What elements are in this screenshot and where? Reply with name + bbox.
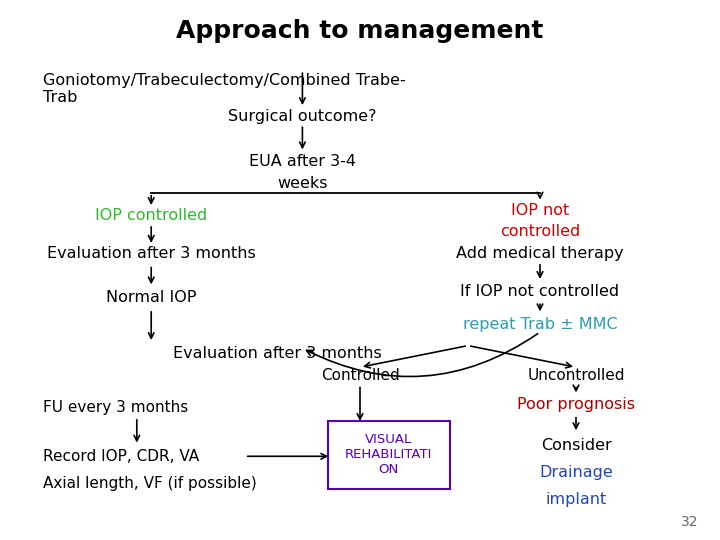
Text: Add medical therapy: Add medical therapy bbox=[456, 246, 624, 261]
FancyBboxPatch shape bbox=[328, 421, 450, 489]
Text: VISUAL
REHABILITATI
ON: VISUAL REHABILITATI ON bbox=[345, 434, 433, 476]
Text: FU every 3 months: FU every 3 months bbox=[43, 400, 189, 415]
Text: IOP not: IOP not bbox=[511, 203, 569, 218]
Text: IOP controlled: IOP controlled bbox=[95, 208, 207, 224]
Text: 32: 32 bbox=[681, 515, 698, 529]
Text: implant: implant bbox=[545, 492, 607, 507]
Text: Evaluation after 3 months: Evaluation after 3 months bbox=[173, 346, 382, 361]
Text: Surgical outcome?: Surgical outcome? bbox=[228, 109, 377, 124]
Text: Drainage: Drainage bbox=[539, 465, 613, 480]
Text: EUA after 3-4: EUA after 3-4 bbox=[249, 154, 356, 170]
Text: Uncontrolled: Uncontrolled bbox=[527, 368, 625, 383]
Text: Approach to management: Approach to management bbox=[176, 19, 544, 43]
Text: Axial length, VF (if possible): Axial length, VF (if possible) bbox=[43, 476, 257, 491]
Text: Poor prognosis: Poor prognosis bbox=[517, 397, 635, 413]
Text: Goniotomy/Trabeculectomy/Combined Trabe-
Trab: Goniotomy/Trabeculectomy/Combined Trabe-… bbox=[43, 73, 406, 105]
Text: weeks: weeks bbox=[277, 176, 328, 191]
Text: If IOP not controlled: If IOP not controlled bbox=[460, 284, 620, 299]
Text: Record IOP, CDR, VA: Record IOP, CDR, VA bbox=[43, 449, 199, 464]
Text: Normal IOP: Normal IOP bbox=[106, 289, 197, 305]
Text: Consider: Consider bbox=[541, 438, 611, 453]
Text: Controlled: Controlled bbox=[320, 368, 400, 383]
Text: repeat Trab ± MMC: repeat Trab ± MMC bbox=[463, 316, 617, 332]
Text: Evaluation after 3 months: Evaluation after 3 months bbox=[47, 246, 256, 261]
Text: controlled: controlled bbox=[500, 224, 580, 239]
